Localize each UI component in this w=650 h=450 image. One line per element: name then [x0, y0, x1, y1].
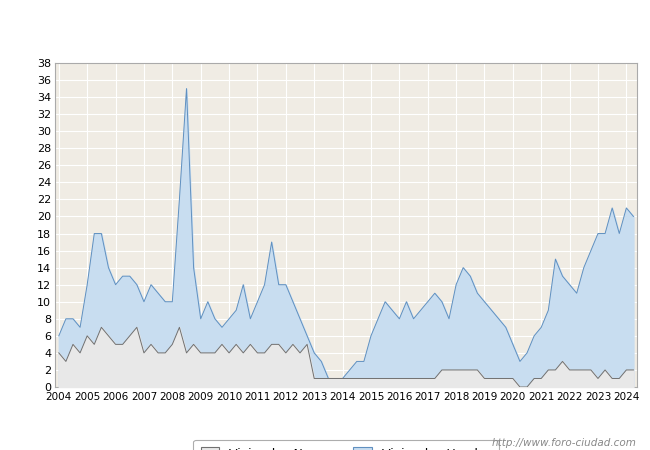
Legend: Viviendas Nuevas, Viviendas Usadas: Viviendas Nuevas, Viviendas Usadas	[193, 440, 499, 450]
Text: http://www.foro-ciudad.com: http://www.foro-ciudad.com	[492, 438, 637, 448]
Text: Mos - Evolucion del Nº de Transacciones Inmobiliarias: Mos - Evolucion del Nº de Transacciones …	[120, 20, 530, 35]
